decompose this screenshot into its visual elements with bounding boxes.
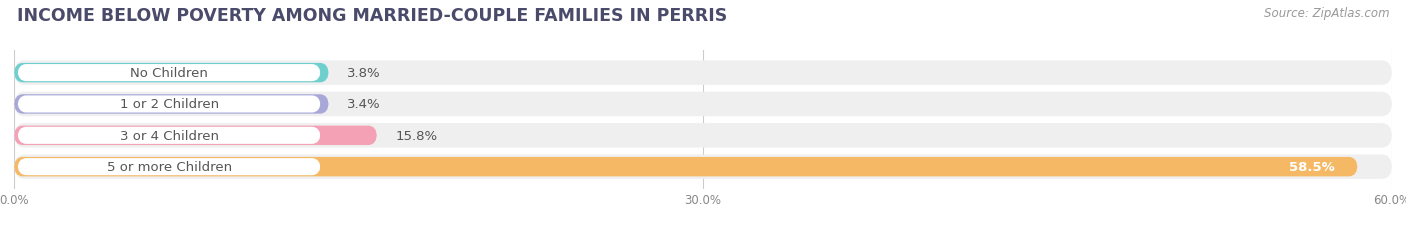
FancyBboxPatch shape xyxy=(17,65,321,82)
FancyBboxPatch shape xyxy=(14,126,377,145)
FancyBboxPatch shape xyxy=(14,64,329,83)
Text: 3.8%: 3.8% xyxy=(347,67,381,80)
FancyBboxPatch shape xyxy=(14,95,329,114)
Text: Source: ZipAtlas.com: Source: ZipAtlas.com xyxy=(1264,7,1389,20)
Text: 3.4%: 3.4% xyxy=(347,98,381,111)
Text: 15.8%: 15.8% xyxy=(395,129,437,142)
Text: 5 or more Children: 5 or more Children xyxy=(107,161,232,173)
Text: No Children: No Children xyxy=(131,67,208,80)
Text: 58.5%: 58.5% xyxy=(1289,161,1334,173)
Text: 3 or 4 Children: 3 or 4 Children xyxy=(120,129,218,142)
FancyBboxPatch shape xyxy=(17,127,321,144)
FancyBboxPatch shape xyxy=(17,158,321,176)
FancyBboxPatch shape xyxy=(14,124,1392,148)
Text: INCOME BELOW POVERTY AMONG MARRIED-COUPLE FAMILIES IN PERRIS: INCOME BELOW POVERTY AMONG MARRIED-COUPL… xyxy=(17,7,727,25)
Text: 1 or 2 Children: 1 or 2 Children xyxy=(120,98,219,111)
FancyBboxPatch shape xyxy=(14,61,1392,85)
FancyBboxPatch shape xyxy=(17,96,321,113)
FancyBboxPatch shape xyxy=(14,155,1392,179)
FancyBboxPatch shape xyxy=(14,92,1392,117)
FancyBboxPatch shape xyxy=(14,157,1358,177)
